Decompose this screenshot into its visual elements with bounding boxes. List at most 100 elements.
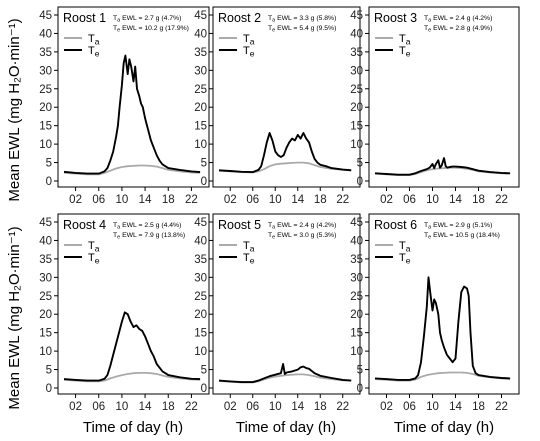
y-tick-label: 25 [194,84,207,96]
y-tick-label: 35 [194,254,207,266]
panel-title: Roost 3 [374,11,417,25]
series-line-te [374,276,511,381]
legend-label-te: Te [399,45,411,59]
y-tick-label: 45 [39,10,52,22]
x-tick-label: 22 [185,194,198,206]
chart-panels: 0 5 10 15 20 25 30 35 40 45 02 06 10 14 18 22 Roost 1 Ta … [39,6,520,413]
y-tick-label: 5 [46,365,52,377]
x-tick-label: 18 [162,194,175,206]
y-tick-label: 5 [201,158,207,170]
y-tick-label: 45 [194,10,207,22]
x-tick-label: 22 [495,401,508,413]
legend-label-ta: Ta [88,240,100,254]
panel-title: Roost 1 [63,11,106,25]
y-tick-label: 0 [46,383,52,395]
series-line-te [374,157,511,176]
legend-label-te: Te [243,45,255,59]
chart-panel-2: 0 5 10 15 20 25 30 35 40 45 02 06 10 14 18 22 Roost 2 Ta … [194,6,361,206]
x-tick-label: 02 [380,194,393,206]
y-tick-label: 30 [350,65,363,77]
y-tick-label: 20 [350,309,363,321]
y-tick-label: 35 [39,47,52,59]
x-axis-label-left: Time of day (h) [83,419,183,436]
legend-label-ta: Ta [399,33,411,47]
ewl-annotation: Te EWL = 2.8 g (4.9%) [424,25,492,34]
x-tick-label: 02 [380,401,393,413]
y-tick-label: 0 [357,176,363,188]
x-tick-label: 02 [224,194,237,206]
y-tick-label: 20 [194,102,207,114]
y-tick-label: 40 [39,235,52,247]
y-tick-label: 20 [350,102,363,114]
x-tick-label: 06 [403,401,416,413]
x-tick-label: 06 [92,401,105,413]
x-tick-label: 06 [403,194,416,206]
ewl-annotation: Te EWL = 10.5 g (18.4%) [424,232,500,241]
y-tick-label: 25 [350,84,363,96]
y-tick-label: 30 [39,272,52,284]
ewl-annotation: Te EWL = 5.4 g (9.5%) [268,25,336,34]
plot-frame [212,213,361,395]
y-tick-label: 15 [194,121,207,133]
y-tick-label: 40 [194,28,207,40]
y-tick-label: 5 [201,365,207,377]
ewl-annotation: Te EWL = 10.2 g (17.9%) [113,25,189,34]
y-tick-label: 0 [357,383,363,395]
x-tick-label: 14 [291,194,304,206]
y-tick-label: 40 [194,235,207,247]
x-tick-label: 22 [336,401,349,413]
x-tick-label: 10 [426,401,439,413]
y-tick-label: 40 [350,235,363,247]
panel-title: Roost 2 [218,11,261,25]
ewl-annotation: Te EWL = 7.9 g (13.8%) [113,232,185,241]
y-tick-label: 45 [194,217,207,229]
x-tick-label: 18 [314,194,327,206]
x-tick-label: 06 [246,401,259,413]
y-tick-label: 25 [194,291,207,303]
x-tick-label: 14 [139,194,152,206]
y-tick-label: 0 [46,176,52,188]
x-axis-label-right: Time of day (h) [394,419,494,436]
legend-label-te: Te [243,252,255,266]
y-tick-label: 10 [194,139,207,151]
y-tick-label: 10 [350,346,363,358]
chart-panel-3: 0 5 10 15 20 25 30 35 40 45 02 06 10 14 18 22 Roost 3 Ta … [350,6,520,206]
y-tick-label: 30 [39,65,52,77]
y-tick-label: 45 [350,10,363,22]
y-tick-label: 30 [194,65,207,77]
chart-panel-6: 0 5 10 15 20 25 30 35 40 45 02 06 10 14 18 22 Roost 6 Ta … [350,213,520,413]
y-tick-label: 35 [39,254,52,266]
series-line-te [63,311,201,382]
y-tick-label: 15 [350,328,363,340]
chart-panel-5: 0 5 10 15 20 25 30 35 40 45 02 06 10 14 18 22 Roost 5 Ta … [194,213,361,413]
y-tick-label: 20 [39,309,52,321]
y-tick-label: 25 [39,291,52,303]
series-line-te [218,132,352,174]
y-tick-label: 10 [39,139,52,151]
ewl-annotation: Te EWL = 3.0 g (5.3%) [268,232,336,241]
chart-panel-1: 0 5 10 15 20 25 30 35 40 45 02 06 10 14 18 22 Roost 1 Ta … [39,6,210,206]
legend-label-ta: Ta [399,240,411,254]
series-line-te [218,363,352,384]
x-tick-label: 18 [472,194,485,206]
y-tick-label: 0 [201,176,207,188]
x-tick-label: 10 [116,194,129,206]
x-axis-label-middle: Time of day (h) [236,419,336,436]
x-tick-label: 18 [472,401,485,413]
y-tick-label: 5 [357,365,363,377]
x-tick-label: 14 [449,401,462,413]
y-tick-label: 5 [357,158,363,170]
y-tick-label: 25 [350,291,363,303]
legend-label-ta: Ta [243,240,255,254]
y-axis-label-top: Mean EWL (mg H₂O·min⁻¹) [6,18,23,201]
x-tick-label: 10 [269,401,282,413]
plot-frame [368,6,520,188]
y-tick-label: 5 [46,158,52,170]
legend-label-te: Te [88,45,100,59]
plot-frame [57,6,210,188]
y-tick-label: 25 [39,84,52,96]
x-tick-label: 10 [426,194,439,206]
legend-label-ta: Ta [88,33,100,47]
chart-panel-4: 0 5 10 15 20 25 30 35 40 45 02 06 10 14 18 22 Roost 4 Ta … [39,213,210,413]
x-tick-label: 22 [185,401,198,413]
